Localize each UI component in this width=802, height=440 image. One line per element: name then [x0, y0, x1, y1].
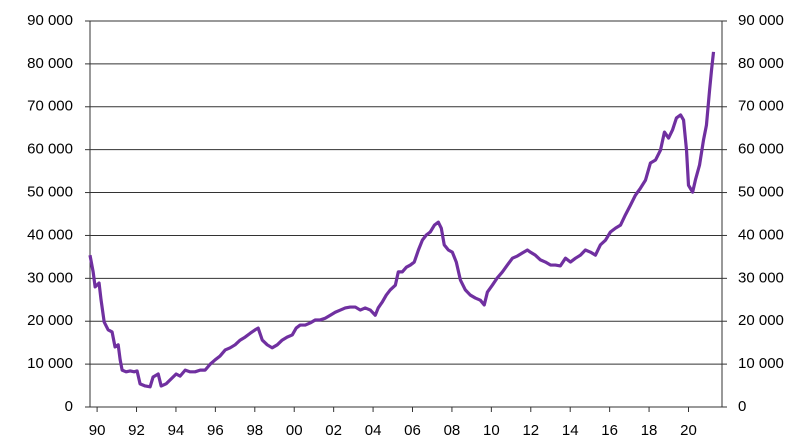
y2-tick-label: 30 000 [738, 269, 784, 286]
x-tick-label: 06 [404, 422, 421, 439]
y2-tick-label: 10 000 [738, 355, 784, 372]
y2-tick-label: 50 000 [738, 184, 784, 201]
y2-tick-label: 80 000 [738, 55, 784, 72]
x-tick-label: 18 [641, 422, 658, 439]
y-tick-label: 20 000 [27, 312, 73, 329]
y2-tick-label: 0 [738, 398, 746, 415]
y-tick-label: 40 000 [27, 226, 73, 243]
x-tick-label: 96 [207, 422, 224, 439]
y2-tick-label: 70 000 [738, 98, 784, 115]
y2-tick-label: 40 000 [738, 226, 784, 243]
x-tick-label: 08 [444, 422, 461, 439]
x-tick-label: 20 [680, 422, 697, 439]
y-tick-label: 80 000 [27, 55, 73, 72]
x-tick-label: 92 [128, 422, 145, 439]
y-tick-label: 90 000 [27, 12, 73, 29]
y-tick-label: 10 000 [27, 355, 73, 372]
y-tick-label: 30 000 [27, 269, 73, 286]
x-tick-label: 02 [325, 422, 342, 439]
data-line [88, 51, 716, 389]
y2-tick-label: 90 000 [738, 12, 784, 29]
x-tick-label: 98 [246, 422, 263, 439]
y-tick-label: 50 000 [27, 184, 73, 201]
x-tick-label: 16 [601, 422, 618, 439]
x-tick-label: 00 [286, 422, 303, 439]
y2-tick-label: 20 000 [738, 312, 784, 329]
x-tick-label: 94 [168, 422, 185, 439]
x-tick-label: 14 [562, 422, 579, 439]
y-tick-label: 70 000 [27, 98, 73, 115]
x-tick-label: 12 [522, 422, 539, 439]
y-tick-label: 0 [65, 398, 73, 415]
y2-tick-label: 60 000 [738, 141, 784, 158]
x-tick-label: 90 [89, 422, 106, 439]
x-tick-label: 04 [365, 422, 382, 439]
y-tick-label: 60 000 [27, 141, 73, 158]
x-tick-label: 10 [483, 422, 500, 439]
